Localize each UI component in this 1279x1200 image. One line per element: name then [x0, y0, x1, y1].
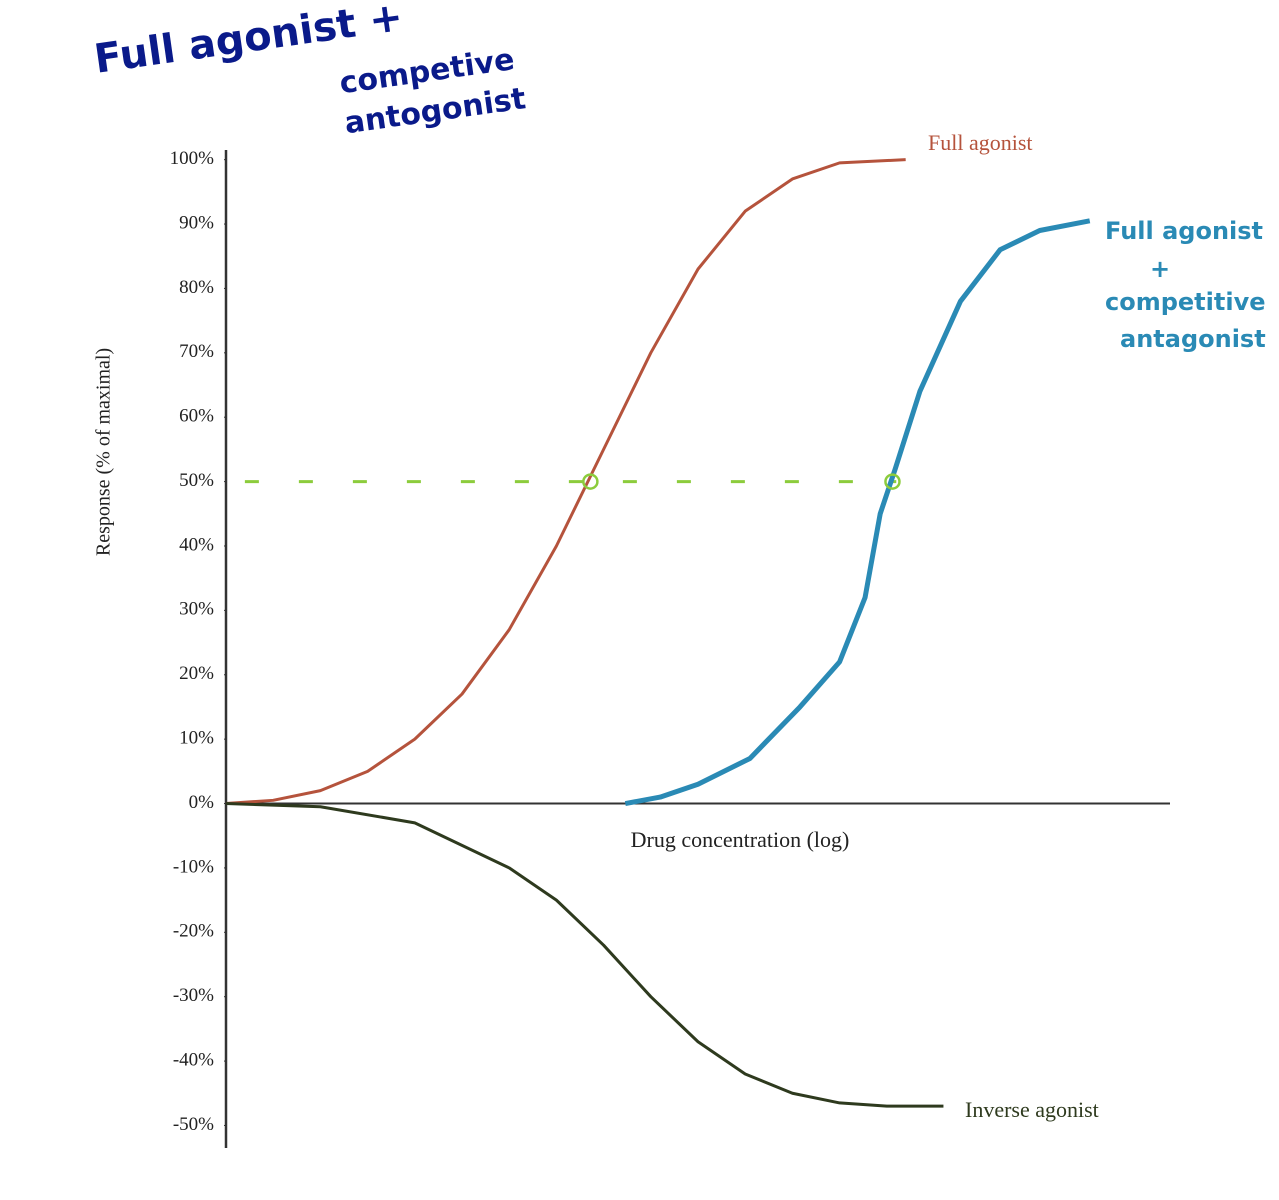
- y-axis-title: Response (% of maximal): [93, 348, 115, 556]
- y-tick-label: 80%: [179, 277, 214, 298]
- series-label: +: [1150, 255, 1170, 283]
- series-label: Inverse agonist: [965, 1097, 1099, 1122]
- y-tick-label: -40%: [173, 1049, 214, 1070]
- y-tick-label: 40%: [179, 534, 214, 555]
- y-tick-label: 0%: [189, 792, 215, 813]
- y-tick-label: 100%: [170, 148, 215, 169]
- curve: [624, 218, 1091, 806]
- x-axis-title: Drug concentration (log): [631, 827, 850, 852]
- y-tick-label: -30%: [173, 985, 214, 1006]
- intersection-marker: [884, 473, 901, 490]
- y-tick-label: -10%: [173, 856, 214, 877]
- series-label: Full agonist: [1105, 217, 1263, 245]
- series-label: Full agonist: [928, 130, 1033, 155]
- intersection-marker: [582, 473, 599, 490]
- y-tick-label: 70%: [179, 341, 214, 362]
- y-tick-label: 60%: [179, 406, 214, 427]
- y-tick-label: 90%: [179, 212, 214, 233]
- y-tick-label: -50%: [173, 1114, 214, 1135]
- series-label: antagonist: [1120, 325, 1266, 353]
- curve: [225, 158, 906, 806]
- y-tick-label: -20%: [173, 921, 214, 942]
- curve: [225, 802, 944, 1108]
- y-tick-label: 30%: [179, 599, 214, 620]
- y-tick-label: 50%: [179, 470, 214, 491]
- y-tick-label: 20%: [179, 663, 214, 684]
- y-tick-label: 10%: [179, 728, 214, 749]
- series-label: competitive: [1105, 288, 1266, 316]
